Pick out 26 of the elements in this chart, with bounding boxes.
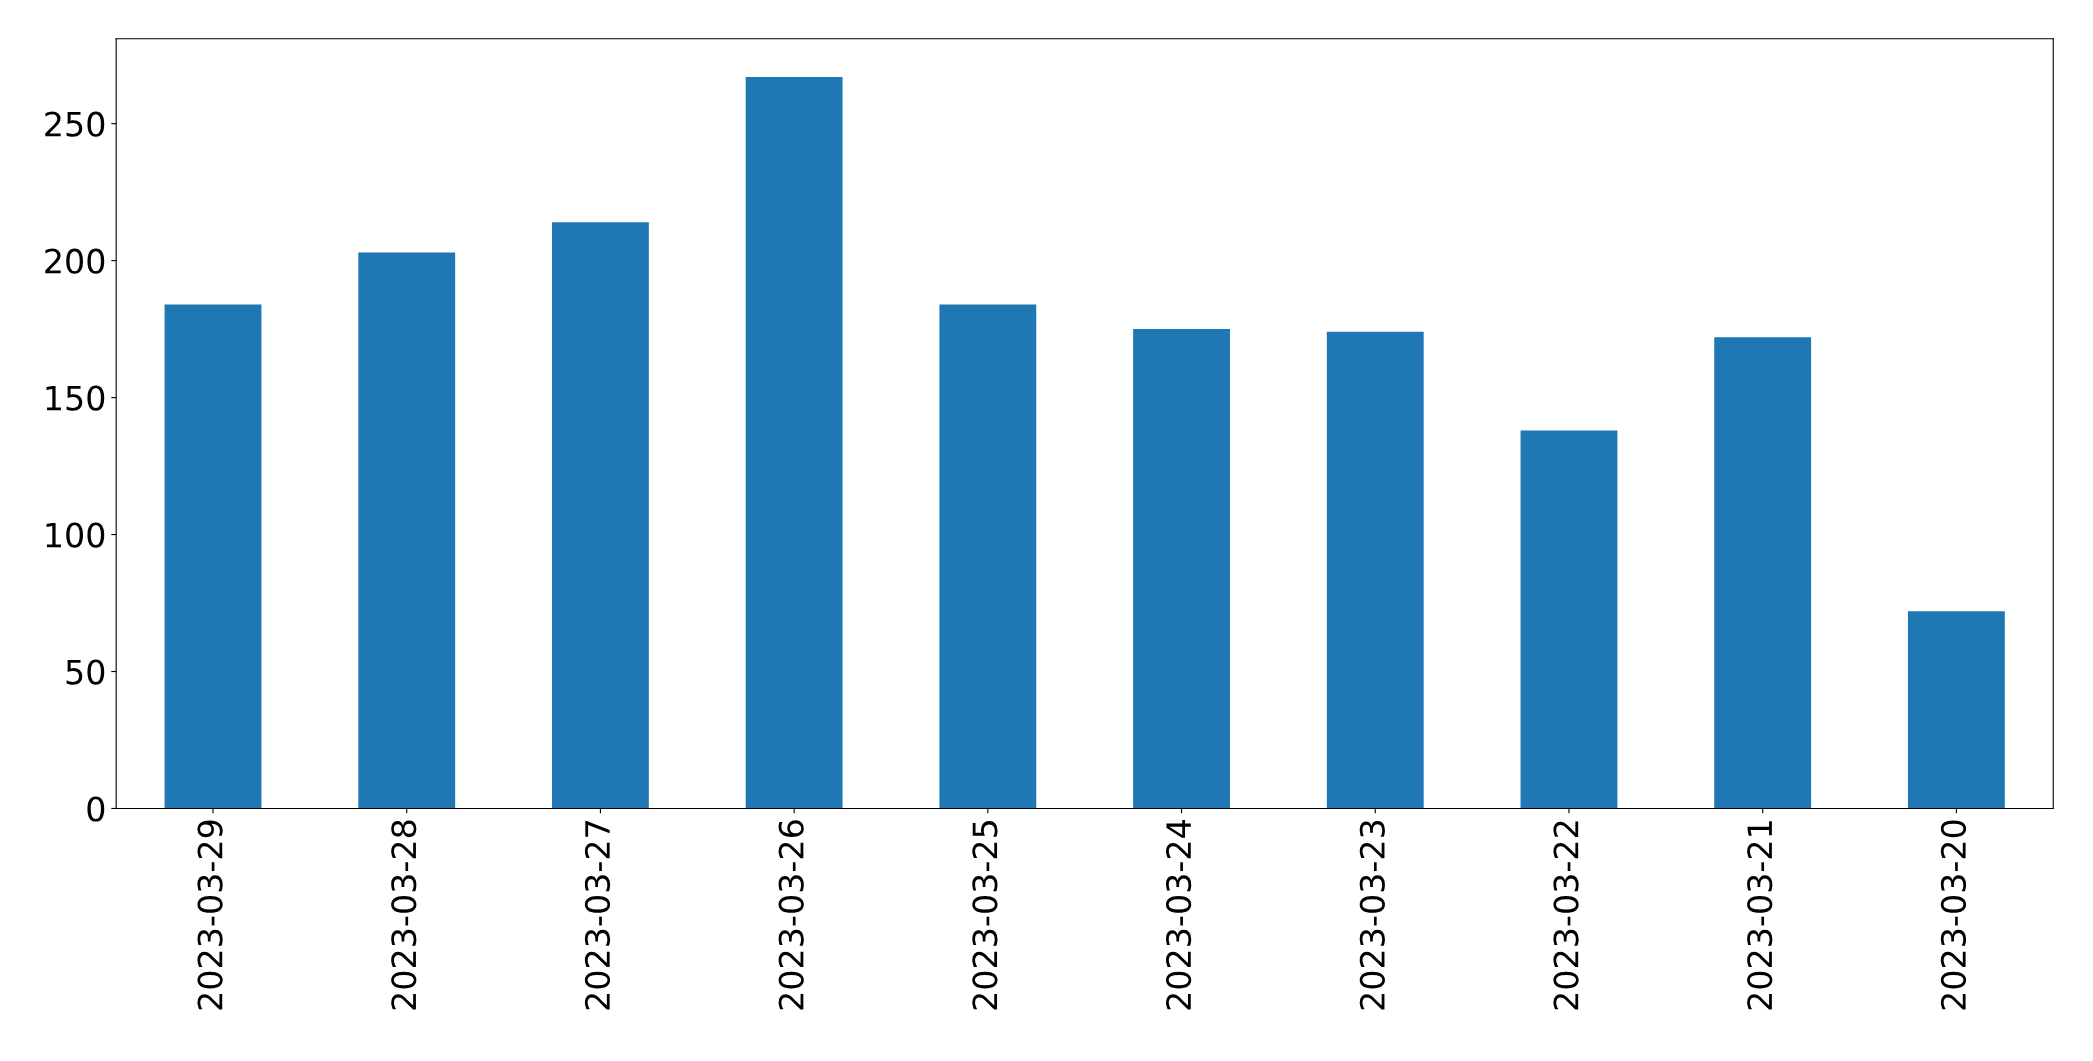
- x-tick-label: 2023-03-23: [1359, 820, 1385, 1010]
- bar: [745, 77, 843, 809]
- y-tick-label: 0: [87, 796, 105, 822]
- bar: [1520, 430, 1618, 809]
- y-tick-label: 150: [46, 385, 105, 411]
- y-tick-label: 50: [66, 659, 105, 685]
- y-tick-label: 250: [45, 111, 105, 137]
- bar: [1907, 611, 2005, 809]
- x-tick-label: 2023-03-28: [391, 820, 417, 1010]
- x-tick-label: 2023-03-21: [1747, 821, 1773, 1010]
- bar: [1133, 329, 1230, 809]
- bar: [939, 304, 1037, 809]
- x-tick-label: 2023-03-24: [1166, 820, 1192, 1010]
- bar: [552, 222, 649, 809]
- y-tick-label: 200: [45, 248, 105, 274]
- y-tick-label: 100: [46, 522, 105, 548]
- x-tick-label: 2023-03-25: [972, 821, 998, 1010]
- bar: [1714, 337, 1812, 809]
- bar: [164, 304, 262, 809]
- x-tick-label: 2023-03-27: [584, 821, 611, 1010]
- x-tick-label: 2023-03-26: [778, 820, 804, 1010]
- bar: [1326, 331, 1424, 809]
- bar: [358, 252, 456, 809]
- x-tick-label: 2023-03-20: [1940, 820, 1967, 1010]
- x-tick-label: 2023-03-22: [1553, 821, 1579, 1010]
- x-tick-label: 2023-03-29: [197, 820, 223, 1010]
